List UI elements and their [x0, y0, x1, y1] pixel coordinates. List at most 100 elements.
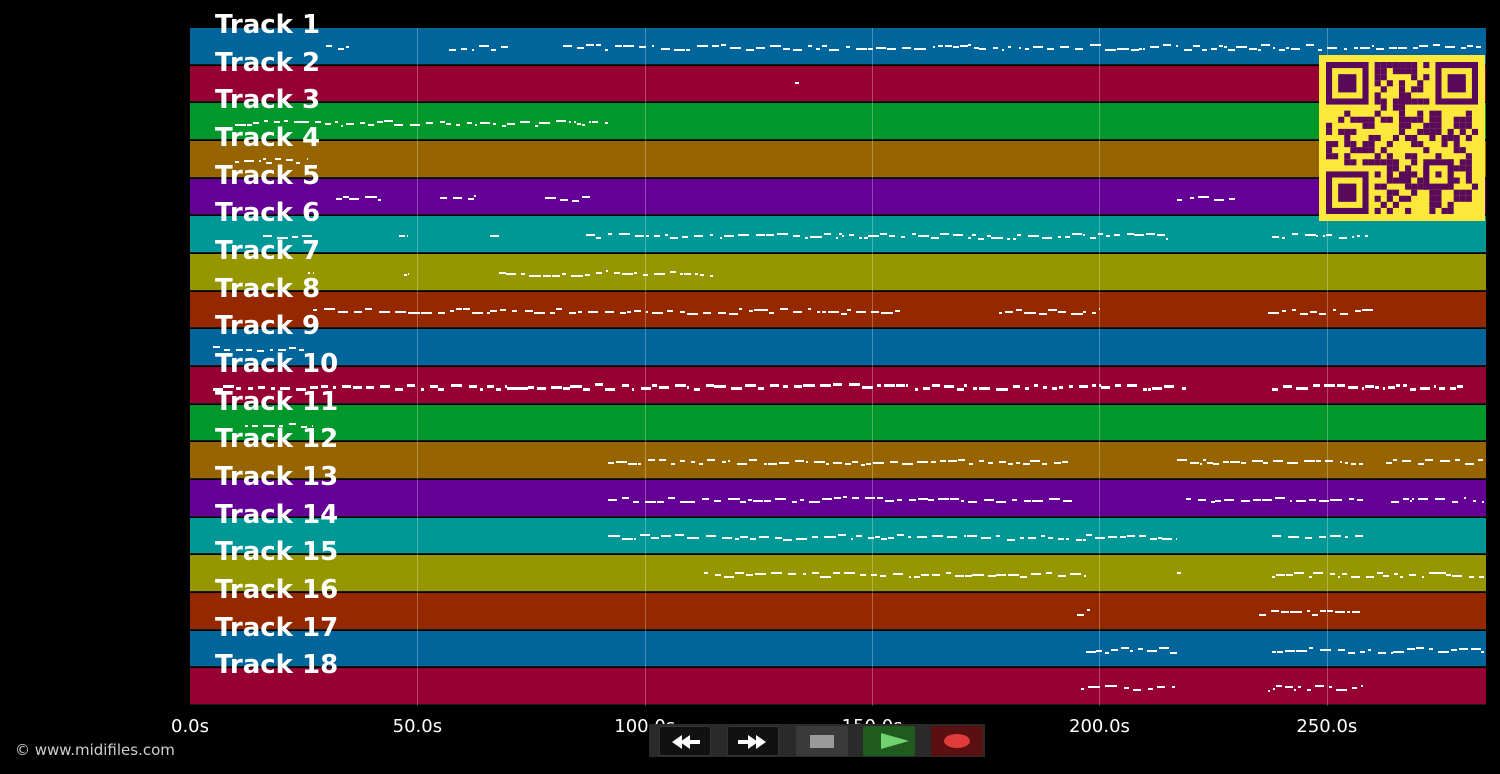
- track-row[interactable]: [190, 178, 1486, 216]
- note-bar: [1043, 385, 1047, 389]
- note-bar: [1162, 44, 1171, 47]
- timeline-plot[interactable]: [190, 28, 1486, 706]
- note-bar: [1451, 500, 1458, 503]
- note-bar: [621, 383, 630, 387]
- note-bar: [1166, 237, 1168, 240]
- note-bar: [780, 308, 789, 311]
- note-bar: [842, 496, 848, 499]
- track-row[interactable]: [190, 254, 1486, 291]
- track-row[interactable]: [190, 141, 1486, 178]
- note-bar: [1105, 48, 1116, 51]
- note-bar: [1084, 574, 1086, 577]
- note-bar: [1095, 537, 1106, 540]
- track-row[interactable]: [190, 630, 1486, 668]
- grid-line: [1099, 28, 1101, 706]
- track-row[interactable]: [190, 103, 1486, 140]
- note-bar: [1285, 46, 1289, 49]
- note-bar: [1210, 47, 1218, 50]
- note-bar: [1288, 535, 1299, 538]
- note-bar: [340, 124, 344, 127]
- note-bar: [1150, 46, 1160, 49]
- track-row[interactable]: [190, 65, 1486, 103]
- note-bar: [585, 233, 595, 236]
- note-bar: [855, 535, 863, 538]
- note-bar: [1088, 685, 1100, 688]
- note-bar: [1142, 48, 1145, 51]
- note-bar: [1189, 462, 1199, 465]
- note-bar: [1119, 535, 1127, 538]
- record-button[interactable]: [931, 726, 983, 756]
- note-bar: [967, 501, 977, 504]
- note-bar: [223, 348, 230, 351]
- note-bar: [1351, 610, 1361, 613]
- note-bar: [1433, 384, 1436, 388]
- track-row[interactable]: [190, 329, 1486, 366]
- note-bar: [519, 120, 530, 123]
- note-bar: [1272, 236, 1279, 239]
- note-bar: [1418, 462, 1424, 465]
- note-bar: [1273, 460, 1284, 463]
- note-bar: [1304, 536, 1313, 539]
- note-bar: [335, 198, 342, 201]
- note-bar: [1162, 537, 1173, 540]
- note-bar: [1403, 498, 1409, 501]
- note-bar: [258, 160, 262, 162]
- note-bar: [1101, 386, 1110, 390]
- track-row[interactable]: [190, 593, 1486, 630]
- note-bar: [770, 572, 782, 575]
- note-bar: [1326, 47, 1338, 50]
- track-label: Track 5: [215, 160, 321, 191]
- track-row[interactable]: [190, 442, 1486, 479]
- note-bar: [1015, 308, 1023, 311]
- note-bar: [1045, 571, 1052, 574]
- note-bar: [1365, 576, 1374, 579]
- note-bar: [585, 274, 590, 277]
- track-row[interactable]: [190, 668, 1486, 705]
- note-bar: [604, 49, 609, 52]
- note-bar: [1070, 573, 1081, 576]
- note-bar: [1360, 685, 1364, 688]
- play-button[interactable]: [863, 726, 915, 756]
- track-row[interactable]: [190, 291, 1486, 329]
- fast-forward-button[interactable]: [727, 726, 779, 756]
- note-bar: [623, 45, 635, 48]
- note-bar: [693, 388, 700, 392]
- note-bar: [977, 237, 985, 240]
- note-bar: [973, 386, 977, 390]
- note-bar: [931, 383, 940, 387]
- note-bar: [1457, 385, 1464, 389]
- note-bar: [809, 500, 820, 503]
- stop-button[interactable]: [796, 726, 848, 756]
- note-bar: [1048, 308, 1057, 311]
- note-bar: [1040, 534, 1045, 537]
- note-bar: [674, 383, 687, 387]
- note-bar: [1315, 459, 1321, 462]
- note-bar: [1318, 535, 1326, 538]
- note-bar: [1032, 500, 1043, 503]
- note-bar: [538, 122, 551, 125]
- note-bar: [401, 310, 406, 313]
- note-bar: [1139, 534, 1147, 537]
- note-bar: [1287, 462, 1298, 465]
- play-icon: [881, 733, 909, 749]
- note-bar: [1348, 386, 1358, 390]
- note-bar: [921, 574, 929, 577]
- note-bar: [1062, 460, 1068, 463]
- track-row[interactable]: [190, 216, 1486, 253]
- note-bar: [1272, 535, 1282, 538]
- note-bar: [918, 234, 930, 237]
- note-bar: [822, 310, 827, 313]
- track-label: Track 12: [215, 424, 339, 455]
- track-row[interactable]: [190, 404, 1486, 442]
- note-bar: [774, 498, 786, 501]
- note-bar: [983, 499, 994, 502]
- rewind-button[interactable]: [659, 726, 711, 756]
- track-row[interactable]: [190, 28, 1486, 65]
- note-bar: [360, 121, 365, 124]
- note-bar: [1106, 234, 1111, 237]
- note-bar: [1307, 688, 1311, 691]
- note-bar: [1357, 499, 1364, 502]
- note-bar: [895, 383, 905, 387]
- note-bar: [755, 573, 766, 576]
- note-bar: [1065, 235, 1070, 238]
